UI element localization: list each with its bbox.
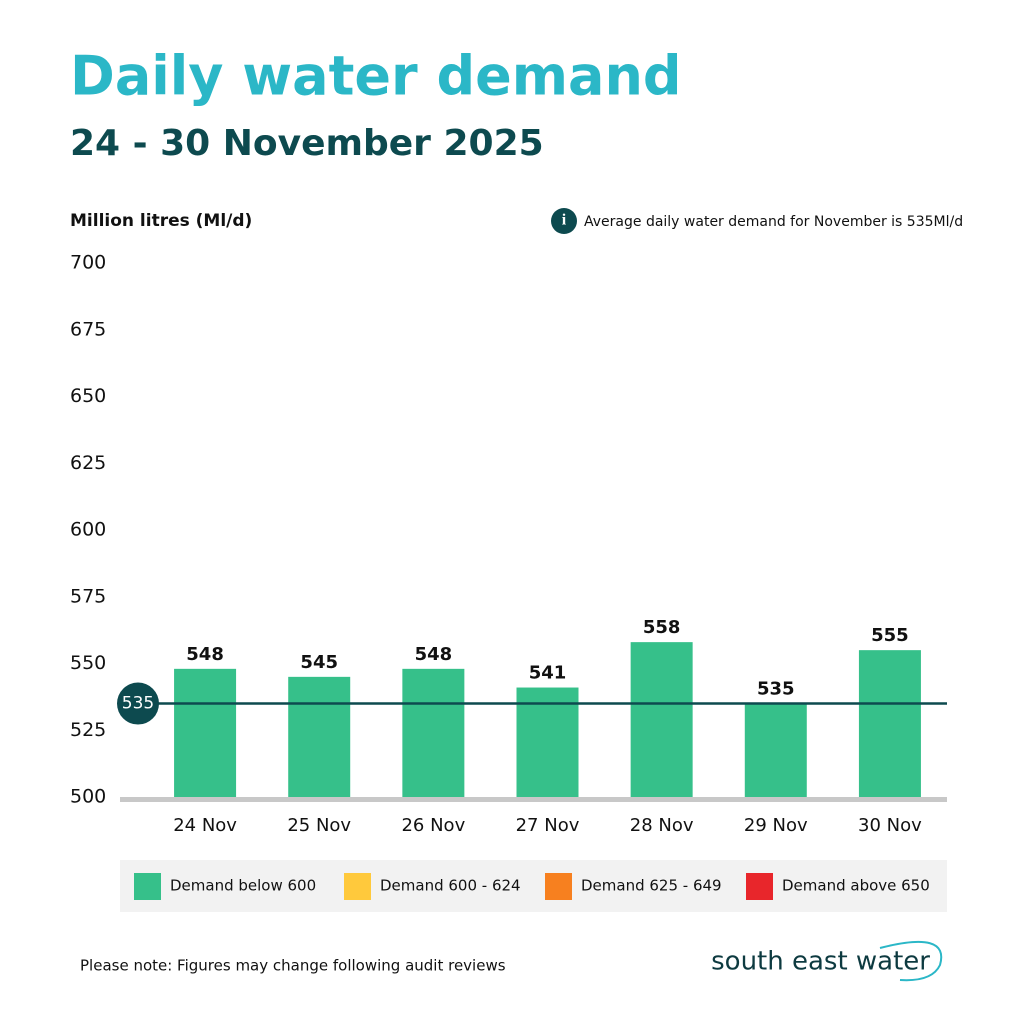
info-icon-glyph: i xyxy=(562,212,567,229)
bar xyxy=(288,676,351,797)
brand-logo: south east water xyxy=(711,947,930,977)
y-tick-label: 600 xyxy=(70,519,106,541)
legend-label: Demand above 650 xyxy=(782,877,930,895)
bar xyxy=(174,668,237,797)
average-label: 535 xyxy=(122,694,154,714)
y-tick-label: 550 xyxy=(70,652,106,674)
x-axis-baseline xyxy=(120,797,947,802)
chart-subtitle: 24 - 30 November 2025 xyxy=(70,123,544,164)
y-tick-label: 500 xyxy=(70,786,106,808)
legend-box xyxy=(120,860,947,912)
legend-swatch xyxy=(344,873,371,900)
x-tick-label: 30 Nov xyxy=(858,815,922,836)
legend-swatch xyxy=(746,873,773,900)
y-axis-label: Million litres (Ml/d) xyxy=(70,211,252,231)
info-icon xyxy=(551,208,577,234)
chart-title: Daily water demand xyxy=(70,45,682,108)
y-tick-label: 650 xyxy=(70,385,106,407)
data-label: 548 xyxy=(186,644,224,665)
x-tick-label: 24 Nov xyxy=(173,815,237,836)
data-label: 541 xyxy=(529,663,567,684)
data-label: 535 xyxy=(757,679,795,700)
x-tick-label: 25 Nov xyxy=(287,815,351,836)
average-note: Average daily water demand for November … xyxy=(584,214,963,230)
x-tick-label: 26 Nov xyxy=(401,815,465,836)
y-tick-label: 700 xyxy=(70,252,106,274)
data-label: 555 xyxy=(871,625,909,646)
bar xyxy=(516,687,579,797)
bar xyxy=(744,703,807,797)
data-label: 558 xyxy=(643,617,681,638)
legend-label: Demand 625 - 649 xyxy=(581,877,722,895)
legend-label: Demand below 600 xyxy=(170,877,316,895)
footnote: Please note: Figures may change followin… xyxy=(80,957,506,975)
x-tick-label: 27 Nov xyxy=(516,815,580,836)
logo-swoosh xyxy=(879,940,943,982)
y-tick-label: 575 xyxy=(70,585,106,607)
bar xyxy=(858,650,921,797)
y-tick-label: 675 xyxy=(70,318,106,340)
legend-swatch xyxy=(134,873,161,900)
bar xyxy=(630,642,693,797)
x-tick-label: 29 Nov xyxy=(744,815,808,836)
data-label: 545 xyxy=(300,652,338,673)
y-tick-label: 625 xyxy=(70,452,106,474)
bar xyxy=(402,668,465,797)
average-badge xyxy=(117,682,159,725)
legend-label: Demand 600 - 624 xyxy=(380,877,521,895)
legend-swatch xyxy=(545,873,572,900)
data-label: 548 xyxy=(415,644,453,665)
y-tick-label: 525 xyxy=(70,719,106,741)
x-tick-label: 28 Nov xyxy=(630,815,694,836)
